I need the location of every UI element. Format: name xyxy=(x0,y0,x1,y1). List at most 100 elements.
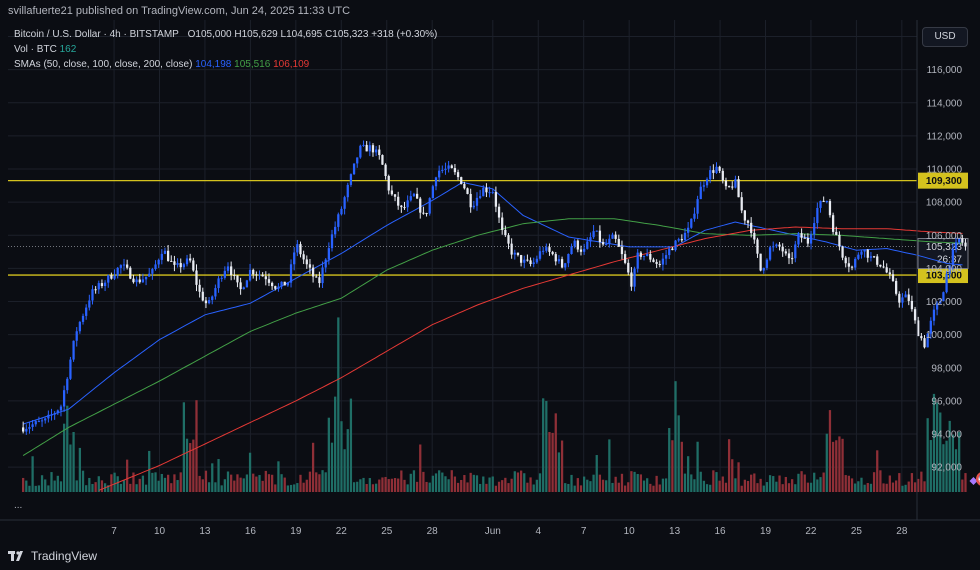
time-tick-label: 13 xyxy=(199,526,211,537)
candle-down xyxy=(623,254,627,263)
candle-up xyxy=(185,258,189,265)
volume-bar xyxy=(646,478,649,492)
volume-bar xyxy=(784,476,787,492)
volume-bar xyxy=(239,477,242,492)
candle-down xyxy=(835,231,838,235)
candle-down xyxy=(403,207,406,209)
volume-bar xyxy=(166,474,170,492)
candle-up xyxy=(715,166,718,173)
volume-bar xyxy=(762,485,765,492)
time-tick-label: 10 xyxy=(624,526,636,537)
footer-brand[interactable]: TradingView xyxy=(8,549,97,563)
volume-bar xyxy=(677,415,680,492)
volume-bar xyxy=(148,450,151,492)
volume-bar xyxy=(939,412,942,492)
candle-down xyxy=(510,243,513,255)
candle-down xyxy=(318,277,321,284)
volume-bars xyxy=(22,317,967,492)
horizontal-level-label: 103,600 xyxy=(926,271,963,282)
volume-bar xyxy=(661,478,665,492)
volume-bar xyxy=(226,471,230,492)
candle-down xyxy=(548,247,551,252)
candle-down xyxy=(560,259,564,268)
volume-bar xyxy=(340,421,343,492)
candle-up xyxy=(677,239,680,241)
volume-bar xyxy=(699,471,702,492)
symbol-name[interactable]: Bitcoin / U.S. Dollar · 4h · BITSTAMP xyxy=(14,29,179,40)
candle-up xyxy=(293,252,296,265)
tradingview-logo-icon xyxy=(8,551,23,561)
us-flag-event-icon xyxy=(975,472,980,486)
candle-up xyxy=(91,289,94,301)
volume-bar xyxy=(876,450,879,492)
candle-down xyxy=(781,246,784,252)
price-tick-label: 96,000 xyxy=(931,396,962,407)
candle-down xyxy=(198,284,201,292)
volume-bar xyxy=(551,432,554,492)
volume-bar xyxy=(913,482,917,492)
horizontal-level-badge xyxy=(918,267,968,284)
volume-bar xyxy=(879,470,882,492)
candle-down xyxy=(847,263,851,267)
legend-symbol-row: Bitcoin / U.S. Dollar · 4h · BITSTAMP O1… xyxy=(14,29,438,40)
candle-up xyxy=(935,303,939,310)
volume-bar xyxy=(412,470,416,492)
volume-bar xyxy=(592,474,595,492)
volume-bar xyxy=(428,482,431,492)
candle-down xyxy=(879,264,882,267)
volume-bar xyxy=(132,472,135,492)
candle-up xyxy=(334,226,337,235)
candle-down xyxy=(173,261,176,265)
volume-bar xyxy=(838,436,841,492)
candle-down xyxy=(898,293,901,303)
volume-bar xyxy=(173,474,176,492)
volume-bar xyxy=(664,478,668,492)
candle-down xyxy=(841,246,844,258)
volume-bar xyxy=(898,473,901,492)
more-indicators-button[interactable]: ... xyxy=(14,500,23,511)
volume-bar xyxy=(204,470,208,492)
volume-bar xyxy=(315,472,318,492)
candle-up xyxy=(409,196,412,201)
volume-bar xyxy=(280,474,283,492)
candle-up xyxy=(321,267,324,284)
footer-brand-label: TradingView xyxy=(31,549,98,563)
volume-bar xyxy=(100,480,104,492)
candle-up xyxy=(223,270,226,278)
volume-bar xyxy=(627,482,630,492)
candle-up xyxy=(772,246,775,248)
volume-bar xyxy=(680,441,683,492)
candle-up xyxy=(958,238,961,243)
candle-up xyxy=(135,279,138,283)
volume-bar xyxy=(642,480,646,492)
volume-bar xyxy=(929,440,932,492)
volume-bar xyxy=(791,479,794,492)
candle-up xyxy=(44,418,47,421)
candle-down xyxy=(828,201,832,216)
candle-up xyxy=(854,258,857,268)
candle-down xyxy=(387,176,390,191)
candle-down xyxy=(885,267,888,273)
candle-down xyxy=(384,164,387,177)
volume-bar xyxy=(56,475,59,492)
candle-up xyxy=(583,248,586,252)
volume-bar xyxy=(62,423,66,492)
volume-bar xyxy=(44,479,47,492)
volume-bar xyxy=(66,405,69,492)
horizontal-level-badge xyxy=(918,172,968,189)
candle-down xyxy=(466,188,469,194)
volume-bar xyxy=(850,478,854,492)
currency-button[interactable]: USD xyxy=(922,27,968,47)
legend-volume-row[interactable]: Vol · BTC 162 xyxy=(14,44,76,55)
candle-down xyxy=(803,237,806,239)
candle-down xyxy=(724,180,728,187)
volume-bar xyxy=(813,472,816,492)
legend-sma-row[interactable]: SMAs (50, close, 100, close, 200, close)… xyxy=(14,59,309,70)
volume-bar xyxy=(885,483,888,492)
volume-bar xyxy=(107,485,110,492)
candle-down xyxy=(961,238,964,243)
volume-bar xyxy=(942,444,945,492)
volume-bar xyxy=(264,470,267,492)
candle-up xyxy=(406,200,409,208)
